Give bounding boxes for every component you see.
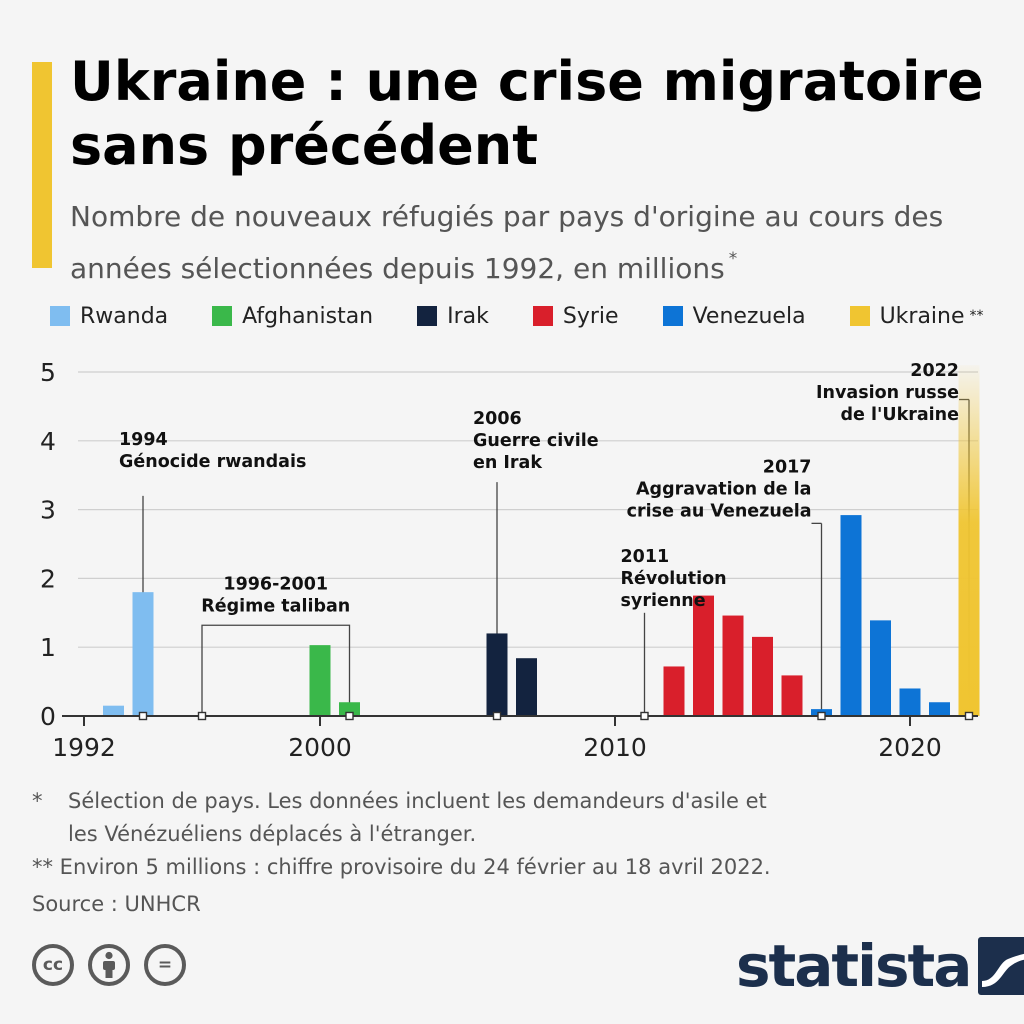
x-tick-label-1992: 1992 <box>52 733 116 760</box>
legend-swatch-venezuela <box>662 306 683 326</box>
bar-rwanda-1993 <box>103 705 124 716</box>
statista-logo-icon <box>978 937 1024 995</box>
y-tick-label-2: 2 <box>40 564 56 593</box>
bars <box>103 365 980 716</box>
annotation-6-text-line-1: 2022 <box>910 361 959 381</box>
annotation-6-text-line-2: Invasion russe <box>816 383 959 403</box>
legend-swatch-irak <box>417 306 438 326</box>
legend-swatch-afghanistan <box>212 306 233 326</box>
statista-logo[interactable]: statista <box>736 934 1024 998</box>
y-tick-label-5: 5 <box>40 358 56 387</box>
license-icons: cc = <box>32 944 186 986</box>
legend-item-ukraine: Ukraine ** <box>849 303 984 329</box>
chart-title: Ukraine : une crise migratoire sans préc… <box>70 50 984 177</box>
annotation-6-marker <box>964 711 974 721</box>
legend-item-rwanda: Rwanda <box>50 304 168 329</box>
legend-item-afghanistan: Afghanistan <box>212 304 373 329</box>
legend-label-ukraine: Ukraine <box>879 303 965 329</box>
legend-swatch-ukraine <box>849 306 870 326</box>
footnote-2: ** Environ 5 millions : chiffre provisoi… <box>32 855 771 879</box>
bar-irak-2007 <box>516 658 537 716</box>
legend-item-irak: Irak <box>417 304 489 329</box>
annotation-6-text-line-3: de l'Ukraine <box>841 405 960 425</box>
annotation-5-text-line-1: 2017 <box>763 457 812 477</box>
annotation-2-marker-end <box>345 711 354 721</box>
x-tick-label-2020: 2020 <box>878 733 942 760</box>
annotation-1-text-line-2: Génocide rwandais <box>119 452 306 472</box>
footnote-1-line-1: Sélection de pays. Les données incluent … <box>68 789 767 813</box>
annotation-3-marker <box>492 711 502 721</box>
annotation-2-bracket <box>201 624 351 716</box>
annotation-5-text-line-3: crise au Venezuela <box>627 501 812 521</box>
bar-afghanistan-2000 <box>309 645 331 716</box>
grid-lines <box>78 371 978 648</box>
bar-afghanistan-2001 <box>339 702 360 716</box>
annotation-1-marker <box>138 711 148 721</box>
statista-wordmark: statista <box>736 932 972 1000</box>
subtitle-footnote-mark: * <box>728 249 738 269</box>
annotation-4-text-line-1: 2011 <box>621 547 670 567</box>
bar-venezuela-2019 <box>870 620 891 716</box>
attribution-person-icon[interactable] <box>88 944 130 986</box>
source-line: Source : UNHCR <box>32 892 201 916</box>
creative-commons-icon[interactable]: cc <box>32 944 74 986</box>
footnote-1: * Sélection de pays. Les données incluen… <box>32 785 972 818</box>
legend-footnote-mark-ukraine: ** <box>969 308 984 324</box>
annotation-4-marker <box>640 711 649 721</box>
annotation-5-text-line-2: Aggravation de la <box>636 479 812 499</box>
annotation-3-text-line-1: 2006 <box>473 409 522 429</box>
legend-label-syrie: Syrie <box>562 303 619 329</box>
legend-item-syrie: Syrie <box>532 303 619 329</box>
annotation-4-text-line-3: syrienne <box>621 591 706 611</box>
legend-swatch-rwanda <box>50 306 70 326</box>
bar-syrie-2016 <box>781 675 803 716</box>
annotation-1-text-line-1: 1994 <box>119 430 168 450</box>
legend-swatch-syrie <box>532 306 553 326</box>
footnotes: * Sélection de pays. Les données incluen… <box>32 785 972 921</box>
title-accent-bar <box>32 62 52 268</box>
no-derivatives-icon[interactable]: = <box>144 944 186 986</box>
legend-label-rwanda: Rwanda <box>80 303 169 329</box>
legend-label-afghanistan: Afghanistan <box>242 303 374 329</box>
bar-syrie-2013 <box>693 595 714 716</box>
person-glyph-icon <box>103 951 115 978</box>
bar-venezuela-2020 <box>899 688 921 716</box>
bar-syrie-2015 <box>752 636 773 716</box>
bar-venezuela-2021 <box>929 702 950 716</box>
x-tick-label-2000: 2000 <box>288 733 352 760</box>
annotation-3-text-line-2: Guerre civile <box>473 431 599 451</box>
bar-venezuela-2018 <box>840 515 862 716</box>
legend-label-irak: Irak <box>447 303 489 329</box>
subtitle-text: Nombre de nouveaux réfugiés par pays d'o… <box>70 200 944 285</box>
annotation-5-marker <box>817 711 826 721</box>
bar-syrie-2012 <box>663 666 685 716</box>
chart-subtitle: Nombre de nouveaux réfugiés par pays d'o… <box>70 196 1010 290</box>
bar-irak-2006 <box>486 633 508 716</box>
annotation-4-text-line-2: Révolution <box>621 569 727 589</box>
bar-syrie-2014 <box>722 615 744 716</box>
x-tick-label-2010: 2010 <box>583 733 647 760</box>
footnote-1-mark: * <box>32 789 43 813</box>
y-tick-label-1: 1 <box>40 633 56 662</box>
footnote-1-line-2: les Vénézuéliens déplacés à l'étranger. <box>68 822 477 846</box>
y-axis-ticks: 0 1 2 3 4 5 <box>40 358 56 731</box>
legend-label-venezuela: Venezuela <box>692 303 806 329</box>
y-tick-label-3: 3 <box>40 496 56 525</box>
annotation-2-text-line-2: Régime taliban <box>201 596 350 616</box>
annotation-3-text-line-3: en Irak <box>473 453 542 473</box>
bar-rwanda-1994 <box>132 592 154 716</box>
y-tick-label-0: 0 <box>40 702 56 731</box>
legend: Rwanda Afghanistan Irak Syrie Venezuela … <box>50 298 1010 334</box>
y-tick-label-4: 4 <box>40 427 56 456</box>
legend-item-venezuela: Venezuela <box>662 303 806 329</box>
annotation-2-marker-start <box>197 711 207 721</box>
bar-ukraine-2022 <box>958 365 980 716</box>
x-axis-ticks: 1992 2000 2010 2020 <box>52 716 942 760</box>
annotation-2-text-line-1: 1996-2001 <box>223 574 328 594</box>
